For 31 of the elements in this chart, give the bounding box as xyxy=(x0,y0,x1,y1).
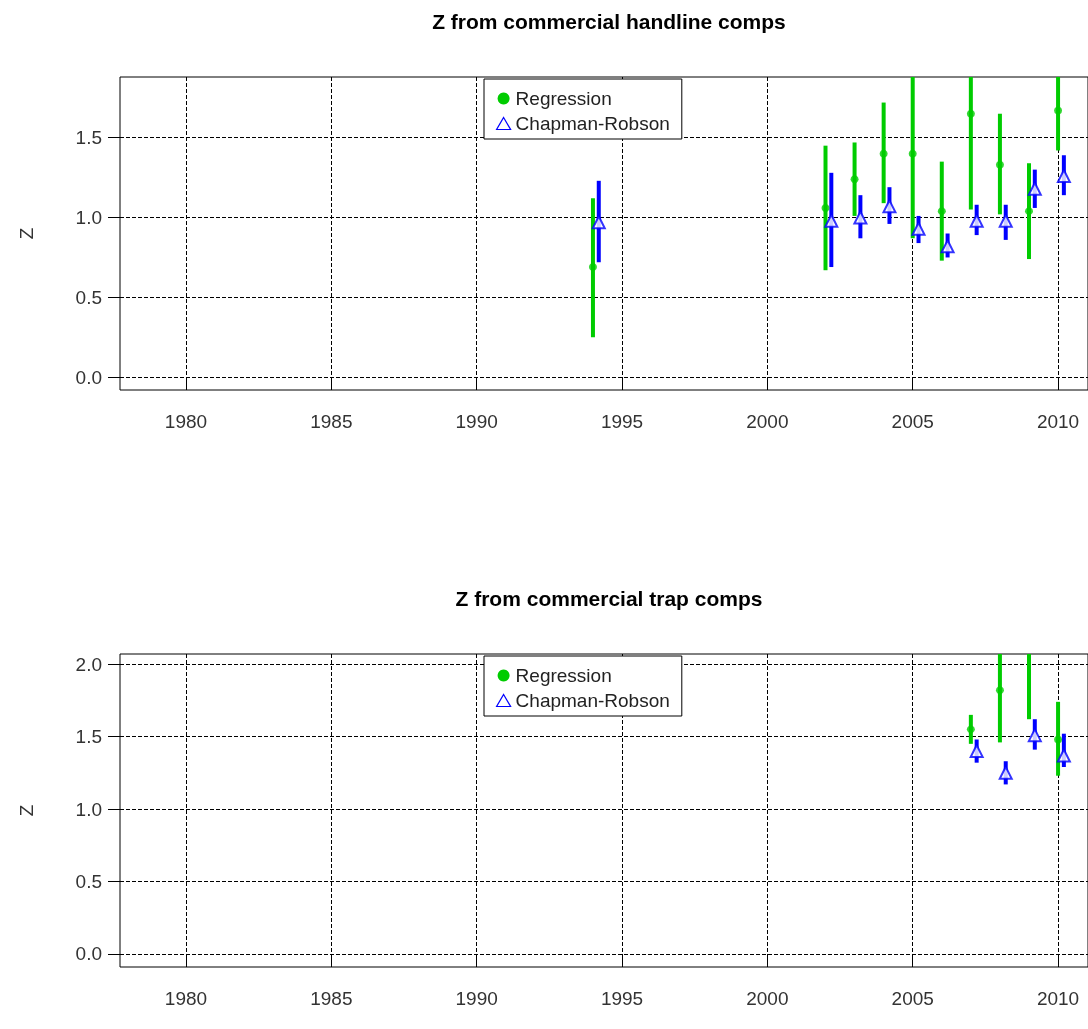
x-tick-label: 2010 xyxy=(1036,988,1080,1009)
x-tick-label: 2000 xyxy=(746,988,789,1009)
y-tick-label: 1.5 xyxy=(75,726,102,748)
x-tick-label: 1985 xyxy=(310,411,353,432)
y-tick-label: 1.0 xyxy=(75,207,102,229)
y-tick-label: 0.0 xyxy=(75,366,102,388)
x-tick-label: 1995 xyxy=(600,411,644,432)
x-tick-label: 1980 xyxy=(164,988,208,1009)
y-tick-label: 1.5 xyxy=(75,127,102,149)
y-tick-label: 1.0 xyxy=(75,798,102,820)
y-tick-label: 0.5 xyxy=(75,871,102,892)
x-tick-label: 2005 xyxy=(891,988,934,1009)
x-tick-label: 1990 xyxy=(455,988,498,1009)
y-axis-title: Z xyxy=(16,227,37,240)
x-tick-label: 2000 xyxy=(746,411,789,432)
legend-label: Regression xyxy=(515,88,612,109)
x-tick-label: 1990 xyxy=(455,411,498,432)
chart-title: Z from commercial handline comps xyxy=(432,10,786,33)
chart-title: Z from commercial trap comps xyxy=(455,587,763,610)
x-tick-label: 1985 xyxy=(310,988,353,1009)
y-tick-label: 2.0 xyxy=(75,653,102,675)
legend-label: Chapman-Robson xyxy=(515,690,670,711)
y-tick-label: 0.5 xyxy=(75,286,102,308)
y-tick-label: 0.0 xyxy=(75,943,102,965)
x-tick-label: 2010 xyxy=(1036,411,1080,432)
x-tick-label: 1995 xyxy=(600,988,644,1009)
x-tick-label: 2005 xyxy=(891,411,934,432)
legend-label: Chapman-Robson xyxy=(515,113,670,134)
legend-label: Regression xyxy=(515,665,612,686)
y-axis-title: Z xyxy=(16,804,37,817)
x-tick-label: 1980 xyxy=(164,411,208,432)
